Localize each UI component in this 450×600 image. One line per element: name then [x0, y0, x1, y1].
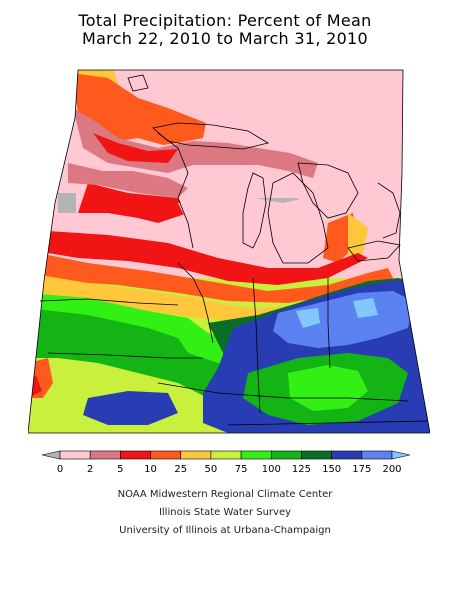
zone-bright-green-south — [288, 365, 368, 411]
border-il-in — [252, 277, 261, 414]
lake-erie — [347, 240, 401, 262]
zone-orange-transition — [38, 253, 393, 303]
zone-red-north — [93, 133, 178, 163]
zone-rose-band — [68, 163, 188, 198]
lake-michigan — [242, 172, 267, 249]
legend-swatch — [41, 450, 61, 460]
legend-tick-label: 75 — [235, 464, 248, 475]
legend-swatch — [240, 450, 272, 460]
legend-swatch — [120, 450, 151, 460]
legend-tick-labels: 0 2 5 10 25 50 75 100 125 150 175 200 — [57, 464, 402, 475]
border-mn-ia — [39, 298, 179, 306]
zone-pink-core — [178, 193, 348, 268]
legend-tick-label: 25 — [174, 464, 187, 475]
zone-blue-sw — [83, 391, 178, 425]
legend-swatch — [361, 450, 393, 460]
legend-tick-label: 50 — [205, 464, 218, 475]
border-ia-il — [177, 262, 214, 344]
legend-swatch — [89, 450, 121, 460]
legend-tick-label: 10 — [144, 464, 157, 475]
zone-gray-patch-west — [58, 193, 76, 213]
credit-line-1: NOAA Midwestern Regional Climate Center — [117, 489, 333, 500]
zone-sky-patch-2 — [353, 298, 378, 318]
map-date-range: March 22, 2010 to March 31, 2010 — [81, 29, 369, 48]
legend-tick-label: 2 — [87, 464, 93, 475]
credit-line-2: Illinois State Water Survey — [158, 507, 292, 518]
legend-swatch — [180, 450, 212, 460]
legend-tick-label: 175 — [352, 464, 371, 475]
legend-swatch — [391, 450, 411, 460]
legend-colorbar: 0 2 5 10 25 50 75 100 125 150 175 200 — [41, 450, 411, 475]
border-mo-ky — [157, 382, 409, 402]
michigan-lower-peninsula — [267, 172, 329, 264]
legend-tick-label: 200 — [382, 464, 401, 475]
border-ia-mo — [47, 352, 203, 359]
zone-orange-north — [72, 73, 206, 145]
lake-huron — [297, 162, 359, 219]
map-title: Total Precipitation: Percent of Mean — [78, 11, 372, 30]
legend-tick-label: 150 — [322, 464, 341, 475]
legend-swatch — [150, 450, 182, 460]
credit-line-3: University of Illinois at Urbana-Champai… — [119, 525, 331, 536]
zone-red-transition — [48, 231, 368, 285]
legend-tick-label: 125 — [292, 464, 311, 475]
zone-red-band — [78, 183, 188, 223]
zone-lightblue-east — [273, 291, 413, 348]
legend-tick-label: 0 — [57, 464, 63, 475]
legend-swatch — [210, 450, 242, 460]
legend-swatch — [270, 450, 302, 460]
precip-field — [28, 70, 430, 433]
legend-swatch — [59, 450, 91, 460]
great-lakes-shoreline — [377, 182, 401, 239]
legend-tick-label: 100 — [262, 464, 281, 475]
border-in-oh — [327, 278, 331, 369]
map-region-outline — [28, 69, 430, 434]
legend-swatch — [301, 450, 332, 460]
isle-royale — [127, 74, 149, 92]
legend-swatch — [331, 450, 363, 460]
boundaries — [28, 69, 430, 434]
precipitation-map — [28, 53, 430, 437]
lake-superior — [152, 122, 270, 150]
legend-tick-label: 5 — [117, 464, 123, 475]
zone-sky-patch — [296, 308, 320, 328]
border-ky-tn — [227, 420, 429, 426]
border-mn-wi — [157, 132, 194, 249]
legend-swatches — [41, 450, 411, 460]
